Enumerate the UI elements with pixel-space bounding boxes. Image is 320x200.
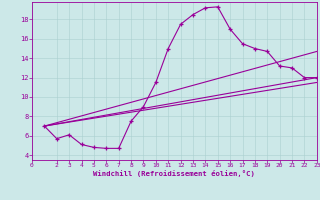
X-axis label: Windchill (Refroidissement éolien,°C): Windchill (Refroidissement éolien,°C) (93, 170, 255, 177)
